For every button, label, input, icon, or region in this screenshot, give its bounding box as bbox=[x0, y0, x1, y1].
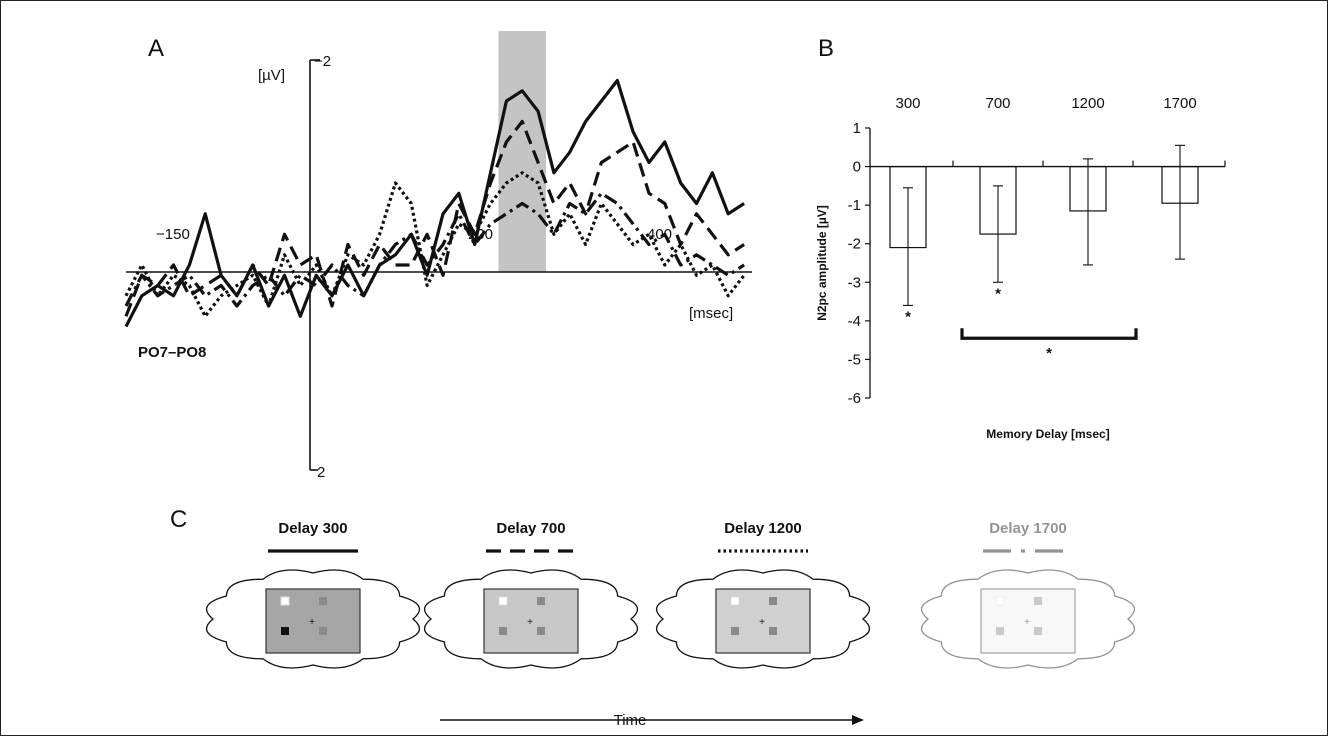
series-line-dashed bbox=[124, 119, 745, 317]
stimulus-square bbox=[769, 597, 777, 605]
stimulus-square bbox=[498, 596, 508, 606]
y-tick-label: -2 bbox=[848, 236, 861, 253]
y-tick-label: -1 bbox=[848, 197, 861, 214]
y-tick-label: -5 bbox=[848, 351, 861, 368]
stimulus-square bbox=[319, 627, 327, 635]
stimulus-square bbox=[995, 596, 1005, 606]
delay-illustration: Delay 300 + bbox=[205, 520, 421, 669]
unit-label: [µV] bbox=[258, 67, 285, 84]
panel-a-letter: A bbox=[148, 35, 164, 62]
stimulus-square bbox=[996, 627, 1004, 635]
y-tick-label: -3 bbox=[848, 274, 861, 291]
significance-bracket: * bbox=[960, 328, 1138, 362]
thought-cloud bbox=[920, 569, 1136, 669]
channel-label: PO7–PO8 bbox=[138, 344, 206, 361]
category-label: 300 bbox=[895, 95, 920, 112]
fixation-cross: + bbox=[1024, 617, 1030, 628]
y-tick-label: -4 bbox=[848, 313, 861, 330]
display-screen bbox=[980, 588, 1076, 654]
category-label: 700 bbox=[985, 95, 1010, 112]
bracket-star: * bbox=[1046, 345, 1052, 362]
series-line-dash-dot bbox=[124, 191, 745, 308]
delay-illustration: Delay 700 + bbox=[423, 520, 639, 669]
x-tick-label: −150 bbox=[156, 226, 190, 243]
panel-c-letter: C bbox=[170, 506, 187, 533]
stimulus-square bbox=[319, 597, 327, 605]
stimulus-square bbox=[731, 627, 739, 635]
fixation-cross: + bbox=[527, 617, 533, 628]
stimulus-square bbox=[1034, 627, 1042, 635]
stimulus-square bbox=[281, 627, 289, 635]
stimulus-square bbox=[769, 627, 777, 635]
y-axis-label: N2pc amplitude [µV] bbox=[815, 205, 829, 321]
stimulus-square bbox=[1034, 597, 1042, 605]
delay-label: Delay 300 bbox=[278, 520, 347, 537]
delay-illustration: Delay 1200 + bbox=[655, 520, 871, 669]
delay-label: Delay 700 bbox=[496, 520, 565, 537]
stimulus-square bbox=[499, 627, 507, 635]
x-tick-label: 200 bbox=[468, 226, 493, 243]
bracket-line bbox=[960, 328, 1138, 340]
series-line-solid bbox=[124, 78, 745, 328]
y-tick-label: 0 bbox=[853, 159, 861, 176]
panel-a: A [µV] −2 2 [msec] PO7–PO8 −150 200 400 bbox=[124, 31, 752, 481]
category-label: 1700 bbox=[1163, 95, 1196, 112]
panel-b-letter: B bbox=[818, 35, 834, 62]
panel-b: B 300 700 1200 1700 1 0 -1 -2 -3 -4 -5 -6 * * * N2p… bbox=[815, 35, 1226, 441]
delay-illustration: Delay 1700 + bbox=[920, 520, 1136, 669]
y-top-label: −2 bbox=[314, 53, 331, 70]
y-tick-label: -6 bbox=[848, 390, 861, 407]
time-arrowhead bbox=[852, 715, 864, 725]
x-tick-label: 400 bbox=[647, 226, 672, 243]
stimulus-square bbox=[537, 597, 545, 605]
significance-star: * bbox=[995, 285, 1001, 302]
stimulus-square bbox=[730, 596, 740, 606]
x-unit-label: [msec] bbox=[689, 305, 733, 322]
fixation-cross: + bbox=[759, 617, 765, 628]
stimulus-square bbox=[537, 627, 545, 635]
fixation-cross: + bbox=[309, 617, 315, 628]
x-axis-label: Memory Delay [msec] bbox=[986, 427, 1109, 441]
series-line-dotted bbox=[124, 171, 746, 318]
y-tick-label: 1 bbox=[853, 120, 861, 137]
stimulus-square bbox=[280, 596, 290, 606]
delay-label: Delay 1700 bbox=[989, 520, 1067, 537]
erp-series bbox=[124, 78, 746, 328]
time-label: Time bbox=[614, 712, 647, 729]
panel-c: C Delay 300+Delay 700+Delay 1200+Delay 1… bbox=[170, 506, 1136, 729]
y-bottom-label: 2 bbox=[317, 464, 325, 481]
delay-label: Delay 1200 bbox=[724, 520, 802, 537]
significance-star: * bbox=[905, 308, 911, 325]
category-label: 1200 bbox=[1071, 95, 1104, 112]
highlight-window bbox=[498, 31, 546, 272]
